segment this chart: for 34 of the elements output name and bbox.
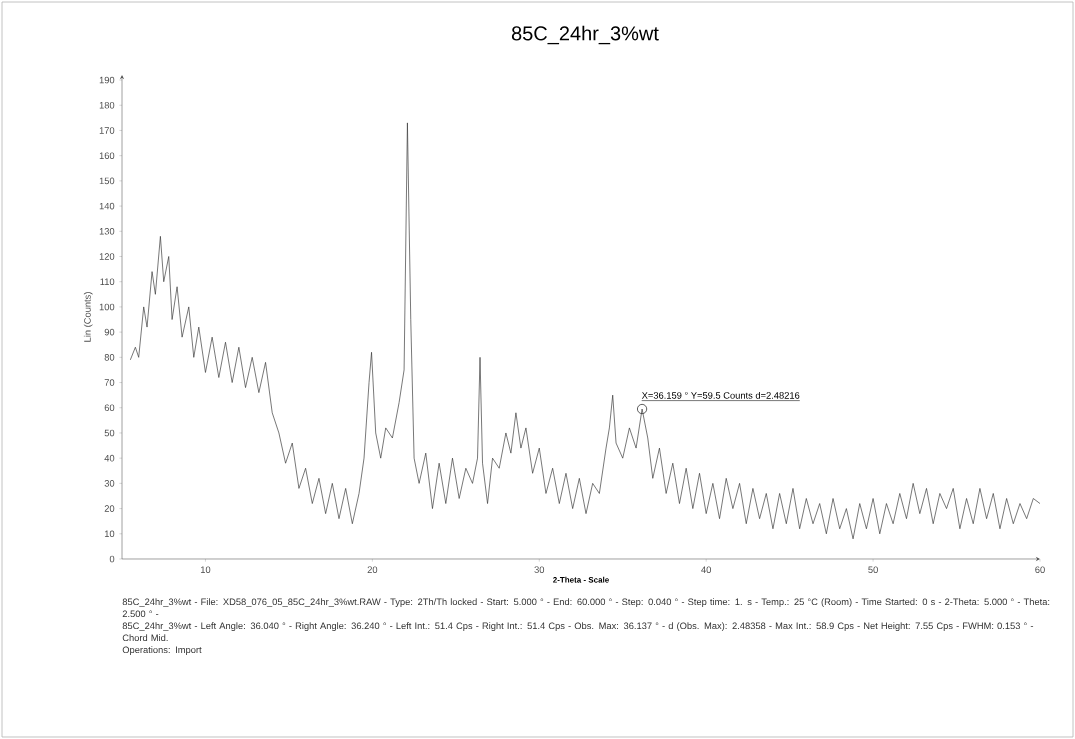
text: 85C_24hr_3%wt - File: XD58_076_05_85C_24hr_3%wt.RAW - Type: 2Th/Th locked - Start: 5.000 ° - End: 60.000 ° - Step: 0.040 ° - Step time: 1. s - Temp.: 25 °C (Room) - Time Started: 0 s - 2-Theta: 5.000 ° - Theta: 2.500 ° -	[122, 598, 1050, 618]
y-tick-label: 20	[104, 505, 115, 512]
text: 85C_24hr_3%wt - Left Angle: 36.040 ° - Right Angle: 36.240 ° - Left Int.: 51.4 Cps - Right Int.: 51.4 Cps - Obs. Max: 36.137 ° - d (Obs. Max): 2.48358 - Max Int.: 58.9 Cps - Net Height: 7.55 Cps - FWHM: 0.153 ° - Chord Mid.	[122, 622, 1034, 642]
x-tick-label: 60	[1035, 566, 1045, 573]
text: Operations: Import	[122, 646, 202, 655]
line-series	[130, 122, 1041, 540]
x-tick-label: 20	[367, 566, 378, 573]
y-tick-label: 180	[99, 101, 115, 109]
y-tick-label: 0	[109, 555, 115, 563]
y-tick-label: 110	[100, 278, 115, 285]
y-tick-label: 70	[104, 379, 115, 386]
y-tick-label: 140	[99, 202, 115, 210]
y-tick-label: 190	[99, 76, 115, 84]
y-axis-title: Lin (Counts)	[83, 292, 93, 342]
y-tick-label: 10	[104, 530, 115, 538]
y-tick-label: 100	[99, 303, 115, 311]
y-tick-label: 40	[104, 454, 115, 462]
y-tick-label: 160	[99, 152, 115, 159]
y-tick-label: 60	[104, 404, 115, 412]
y-tick-label: 90	[104, 328, 115, 336]
y-tick-label: 120	[99, 253, 115, 260]
y-tick-label: 80	[104, 354, 115, 361]
x-tick-label: 30	[534, 566, 545, 573]
annotation: X=36.159 ° Y=59.5 Counts d=2.48216	[641, 391, 800, 399]
y-tick-label: 170	[99, 127, 115, 134]
x-axis-title: 2-Theta - Scale	[553, 576, 609, 583]
y-tick-label: 130	[99, 228, 115, 235]
x-tick-label: 40	[701, 566, 712, 573]
x-tick-label: 50	[868, 566, 878, 573]
y-tick-label: 30	[104, 480, 115, 487]
y-tick-label: 150	[99, 177, 115, 185]
x-tick-label: 10	[200, 566, 211, 573]
chart-title: 85C_24hr_3%wt	[511, 25, 659, 45]
y-tick-label: 50	[104, 429, 115, 437]
